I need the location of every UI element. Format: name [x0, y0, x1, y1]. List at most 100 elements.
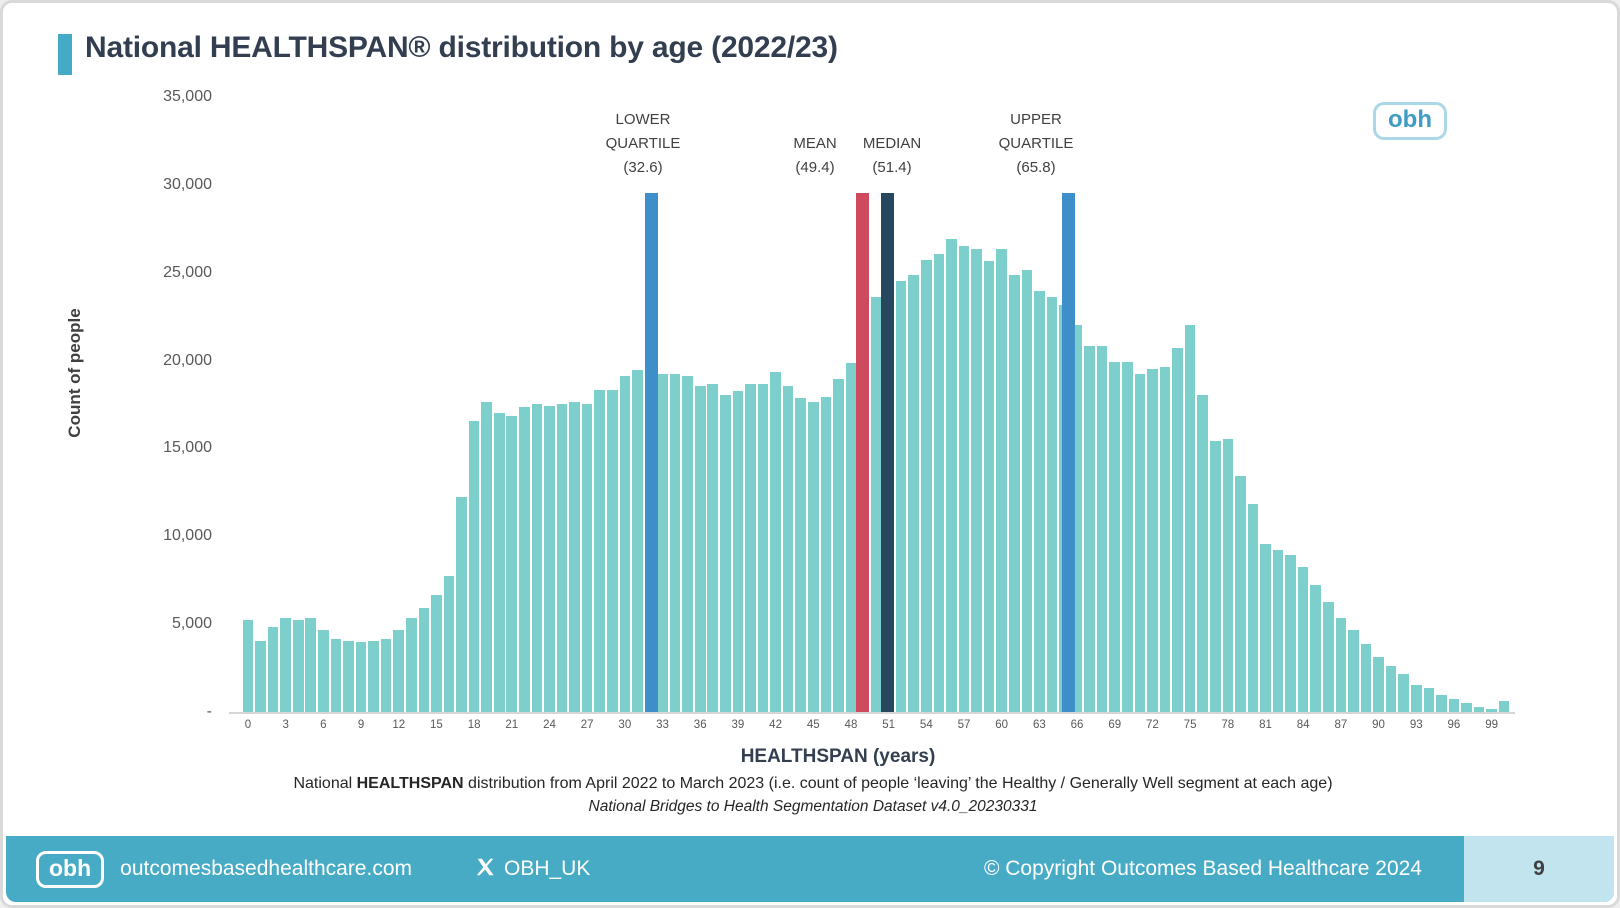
x-tick-label: 72	[1146, 719, 1159, 731]
footer-copyright: © Copyright Outcomes Based Healthcare 20…	[983, 857, 1422, 880]
x-tick-label: 3	[282, 719, 289, 731]
histogram-bar-age-53	[908, 275, 920, 713]
x-tick-label: 78	[1221, 719, 1235, 731]
obh-footer-logo: obh	[36, 850, 105, 888]
marker-label-line: (65.8)	[1016, 159, 1056, 176]
histogram-bar-age-54	[921, 259, 932, 713]
histogram-bar-age-100	[1498, 701, 1510, 713]
y-tick-label: 25,000	[163, 263, 212, 281]
histogram-bar-age-90	[1373, 656, 1384, 713]
y-tick-label: -	[206, 703, 212, 720]
histogram-bar-age-47	[833, 379, 844, 713]
histogram-bar-age-29	[606, 389, 618, 713]
x-tick-label: 75	[1183, 719, 1197, 731]
histogram-bar-age-89	[1360, 644, 1372, 713]
histogram-bar-age-50	[870, 296, 882, 713]
y-tick-label: 35,000	[163, 88, 212, 105]
histogram-bar-age-37	[707, 384, 719, 713]
x-tick-label: 6	[320, 719, 327, 731]
footer-bar: obh outcomesbasedhealthcare.com OBH_UK ©…	[6, 836, 1614, 902]
histogram-bar-age-26	[569, 401, 580, 713]
histogram-bar-age-91	[1385, 665, 1397, 713]
page-title: National HEALTHSPAN® distribution by age…	[85, 31, 838, 64]
x-tick-label: 27	[580, 719, 594, 731]
histogram-bar-age-11	[380, 639, 392, 713]
chart-caption-line2: National Bridges to Health Segmentation …	[588, 798, 1038, 815]
histogram-bar-age-77	[1209, 440, 1221, 713]
histogram-bar-age-12	[393, 630, 405, 713]
page-number: 9	[1533, 857, 1545, 880]
histogram-bar-age-10	[368, 640, 379, 713]
histogram-bar-age-72	[1147, 368, 1158, 713]
histogram-bar-age-17	[456, 496, 467, 713]
marker-median	[880, 192, 894, 713]
x-tick-label: 48	[844, 719, 858, 731]
histogram-bar-age-23	[531, 403, 543, 713]
histogram-bar-age-35	[682, 375, 693, 713]
histogram-bar-age-45	[807, 401, 819, 713]
histogram-bar-age-59	[983, 261, 995, 713]
histogram-bar-age-70	[1122, 361, 1133, 713]
histogram-bar-age-46	[820, 396, 832, 713]
histogram-bar-age-36	[694, 386, 706, 713]
histogram-bar-age-7	[330, 639, 342, 713]
histogram-bar-age-88	[1348, 630, 1359, 713]
histogram-bar-age-18	[468, 421, 480, 713]
histogram-bar-age-63	[1034, 291, 1045, 713]
histogram-bar-age-92	[1398, 674, 1409, 713]
footer-x-handle[interactable]: OBH_UK	[504, 857, 591, 880]
histogram-bar-age-9	[355, 641, 367, 713]
x-tick-label: 69	[1108, 719, 1122, 731]
histogram-bar-age-99	[1486, 708, 1497, 713]
histogram-bar-age-15	[431, 595, 442, 713]
footer-x-group: OBH_UK	[474, 856, 590, 883]
histogram-bar-age-24	[544, 405, 555, 713]
histogram-bar-age-94	[1423, 687, 1435, 713]
histogram-bar-age-66	[1071, 324, 1083, 713]
marker-label-line: (32.6)	[623, 159, 663, 176]
x-tick-label: 36	[693, 719, 707, 731]
histogram-bar-age-33	[657, 373, 668, 713]
marker-label-line: LOWER	[615, 111, 671, 128]
histogram-bar-age-5	[305, 618, 317, 713]
histogram-bar-age-83	[1285, 554, 1296, 713]
x-tick-label: 30	[618, 719, 632, 731]
x-tick-label: 81	[1259, 719, 1272, 731]
y-axis-title-text: Count of people	[65, 308, 84, 438]
histogram-bar-age-21	[506, 416, 518, 713]
marker-label-line: QUARTILE	[998, 135, 1074, 152]
histogram-bar-age-0	[242, 619, 254, 713]
histogram-bar-age-8	[343, 640, 354, 713]
x-tick-label: 12	[392, 719, 406, 731]
histogram-bar-age-95	[1436, 694, 1447, 713]
x-tick-label: 99	[1485, 719, 1498, 731]
histogram-bar-age-85	[1310, 584, 1322, 713]
x-axis-title: HEALTHSPAN (years)	[740, 746, 936, 767]
x-tick-label: 9	[357, 719, 365, 731]
histogram-bar-age-98	[1473, 706, 1485, 713]
page-number-box: 9	[1464, 836, 1614, 902]
histogram-bar-age-64	[1046, 296, 1058, 713]
x-tick-label: 24	[543, 719, 556, 731]
histogram-bar-age-61	[1008, 275, 1020, 713]
x-tick-label: 15	[430, 719, 443, 731]
marker-label-upper-quartile: UPPER QUARTILE (65.8)	[956, 108, 1116, 180]
x-tick-label: 0	[244, 719, 252, 731]
title-accent-bar	[58, 34, 72, 75]
x-tick-label: 45	[806, 719, 820, 731]
x-tick-label: 60	[995, 719, 1009, 731]
y-tick-label: 5,000	[171, 615, 212, 633]
histogram-bar-age-79	[1235, 475, 1246, 713]
chart-caption-line1: National HEALTHSPAN distribution from Ap…	[3, 775, 1617, 793]
histogram-bar-age-82	[1272, 549, 1284, 713]
histogram-bar-age-74	[1172, 347, 1183, 713]
marker-label-line: MEAN	[793, 135, 837, 152]
histogram-bar-age-30	[619, 375, 631, 713]
x-tick-label: 84	[1296, 719, 1310, 731]
histogram-bar-age-73	[1159, 366, 1171, 713]
histogram-bar-age-86	[1323, 602, 1334, 713]
histogram-bar-age-76	[1197, 394, 1208, 713]
x-tick-label: 51	[882, 719, 896, 731]
footer-website-link[interactable]: outcomesbasedhealthcare.com	[120, 857, 412, 880]
histogram-bar-age-16	[443, 575, 455, 713]
